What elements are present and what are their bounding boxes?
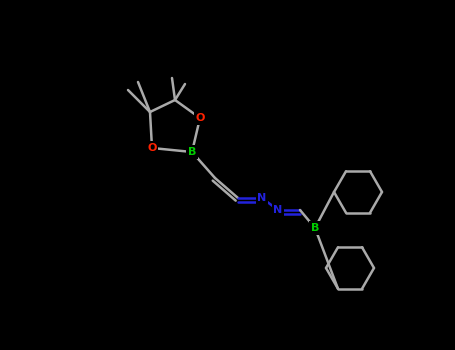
Text: B: B	[188, 147, 196, 157]
Text: B: B	[311, 223, 319, 233]
Text: O: O	[195, 113, 205, 123]
Text: O: O	[147, 143, 157, 153]
Text: N: N	[258, 193, 267, 203]
Text: N: N	[273, 205, 283, 215]
